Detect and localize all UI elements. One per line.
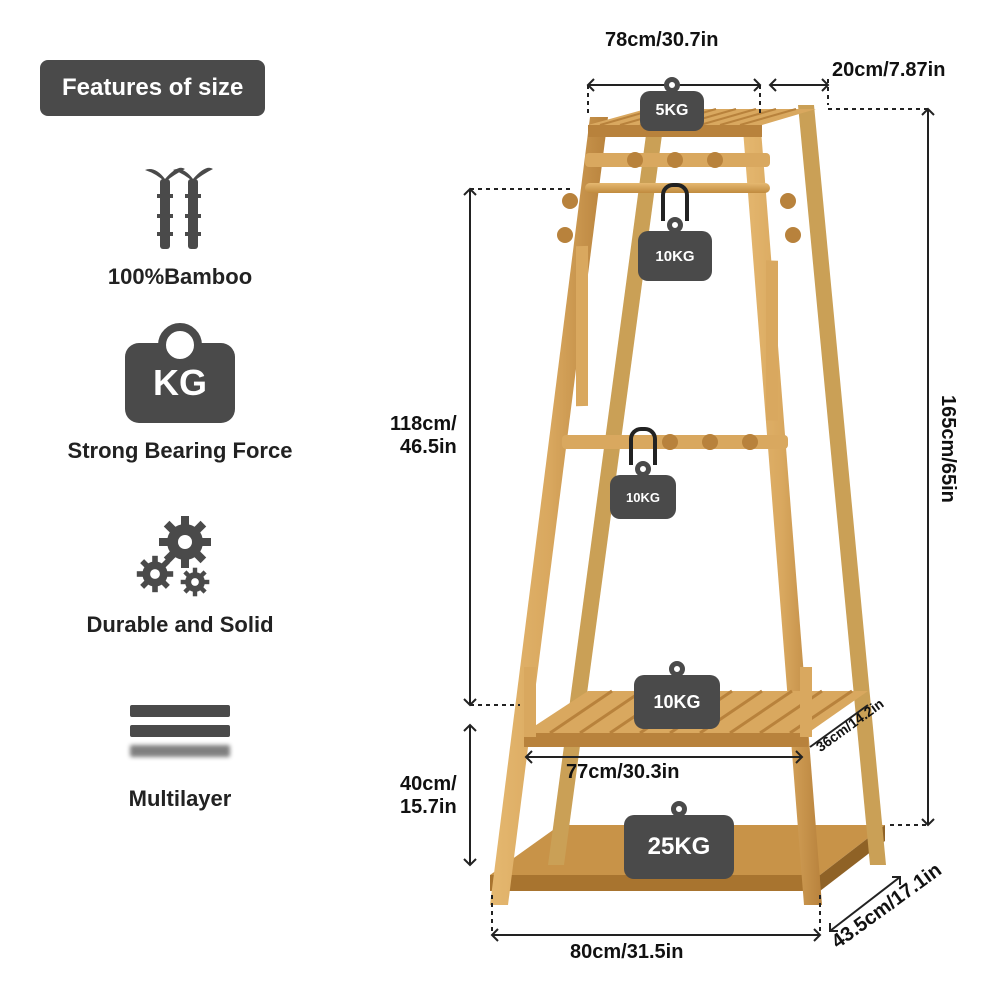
product-diagram: 78cm/30.7in 20cm/7.87in 118cm/ 46.5in 40…: [430, 25, 980, 985]
weight-rod2: 10KG: [610, 475, 676, 519]
kg-icon: KG: [40, 338, 320, 428]
title-badge: Features of size: [40, 60, 265, 116]
feature-durable: Durable and Solid: [40, 512, 320, 638]
weight-rod1: 10KG: [638, 231, 712, 281]
dim-top-depth: 20cm/7.87in: [832, 59, 945, 82]
multilayer-icon: [40, 686, 320, 776]
feature-label: Durable and Solid: [40, 612, 320, 638]
feature-multilayer: Multilayer: [40, 686, 320, 812]
dim-shelf-gap: 40cm/ 15.7in: [400, 773, 457, 819]
bamboo-icon: [40, 164, 320, 254]
feature-bearing: KG Strong Bearing Force: [40, 338, 320, 464]
weight-top: 5KG: [640, 91, 704, 131]
dim-hang-height: 118cm/ 46.5in: [390, 413, 457, 459]
rack-illustration: [470, 105, 900, 925]
feature-label: Multilayer: [40, 786, 320, 812]
dim-top-width: 78cm/30.7in: [605, 29, 718, 52]
weight-base: 25KG: [624, 815, 734, 879]
weight-shelf: 10KG: [634, 675, 720, 729]
dim-mid-width: 77cm/30.3in: [566, 761, 679, 784]
gears-icon: [40, 512, 320, 602]
feature-label: 100%Bamboo: [40, 264, 320, 290]
features-panel: Features of size 1: [40, 60, 320, 812]
feature-bamboo: 100%Bamboo: [40, 164, 320, 290]
feature-label: Strong Bearing Force: [40, 438, 320, 464]
dim-base-width: 80cm/31.5in: [570, 941, 683, 964]
dim-total-height: 165cm/65in: [936, 395, 959, 503]
